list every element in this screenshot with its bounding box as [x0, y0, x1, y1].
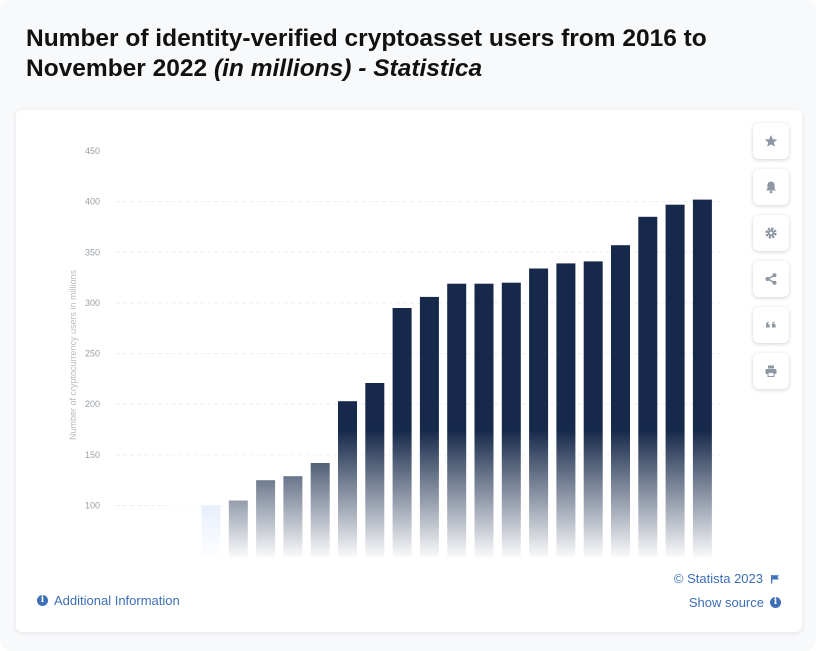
statista-credit[interactable]: © Statista 2023 — [674, 571, 780, 586]
additional-information-link[interactable]: i Additional Information — [37, 593, 180, 608]
page-title: Number of identity-verified cryptoasset … — [26, 24, 726, 84]
title-unit: (in millions) — [213, 55, 352, 82]
y-tick-label: 200 — [85, 399, 100, 409]
title-source: - Statistica — [358, 55, 483, 82]
info-icon: i — [770, 597, 781, 608]
bar-chart: 100 150 200 250 300 350 400 450 Number of crypt… — [68, 146, 746, 560]
print-button[interactable] — [753, 353, 789, 389]
info-icon: i — [37, 595, 48, 606]
flag-icon — [771, 574, 779, 583]
share-icon — [765, 273, 777, 285]
y-tick-label: 450 — [85, 146, 100, 156]
share-button[interactable] — [753, 261, 789, 297]
show-source-label: Show source — [688, 595, 764, 610]
chart-card: 100 150 200 250 300 350 400 450 Number of crypt… — [16, 110, 802, 632]
y-tick-label: 100 — [85, 501, 100, 511]
star-icon — [764, 135, 778, 147]
y-tick-label: 350 — [85, 247, 100, 257]
y-axis-ticks: 100 150 200 250 300 350 400 450 — [85, 146, 100, 511]
show-source-link[interactable]: Show source i — [689, 595, 781, 610]
cite-button[interactable] — [753, 307, 789, 343]
notification-button[interactable] — [753, 169, 789, 205]
quote-icon — [766, 321, 776, 328]
y-tick-label: 250 — [85, 349, 100, 359]
additional-information-label: Additional Information — [54, 593, 180, 608]
settings-button[interactable] — [753, 215, 789, 251]
y-tick-label: 150 — [85, 450, 100, 460]
y-tick-label: 300 — [85, 298, 100, 308]
printer-icon — [765, 365, 777, 377]
bell-icon — [766, 181, 776, 194]
fade-overlay — [166, 430, 746, 560]
favorite-button[interactable] — [753, 123, 789, 159]
y-axis-label: Number of cryptocurrency users in millio… — [68, 269, 78, 440]
y-tick-label: 400 — [85, 197, 100, 207]
copyright-label: © Statista 2023 — [673, 571, 763, 586]
gear-icon — [765, 227, 777, 239]
title-main: Number of identity-verified cryptoasset … — [26, 25, 707, 82]
